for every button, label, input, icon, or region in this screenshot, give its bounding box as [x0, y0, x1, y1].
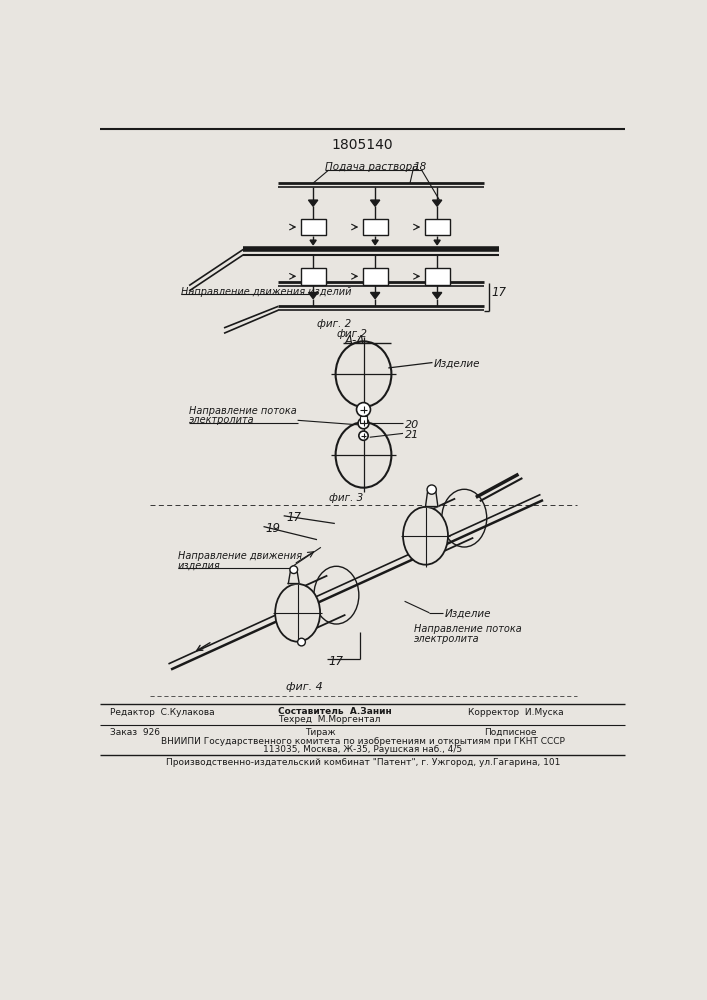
Text: Производственно-издательский комбинат "Патент", г. Ужгород, ул.Гагарина, 101: Производственно-издательский комбинат "П… — [165, 758, 560, 767]
Polygon shape — [426, 490, 438, 507]
Bar — [360, 416, 368, 423]
Circle shape — [298, 638, 305, 646]
Text: Тираж: Тираж — [305, 728, 337, 737]
Text: 17: 17 — [329, 655, 344, 668]
Text: 21: 21 — [404, 430, 419, 440]
Text: Редактор  С.Кулакова: Редактор С.Кулакова — [110, 708, 215, 717]
Text: ВНИИПИ Государственного комитета по изобретениям и открытиям при ГКНТ СССР: ВНИИПИ Государственного комитета по изоб… — [160, 737, 565, 746]
Text: 17: 17 — [286, 511, 301, 524]
Circle shape — [427, 485, 436, 494]
Text: изделия: изделия — [177, 560, 221, 570]
Text: 18: 18 — [414, 162, 427, 172]
Polygon shape — [434, 240, 440, 245]
Text: фиг. 3: фиг. 3 — [329, 493, 363, 503]
Bar — [300, 268, 325, 285]
Circle shape — [290, 566, 298, 574]
Text: Направление движения: Направление движения — [177, 551, 302, 561]
Polygon shape — [288, 570, 299, 584]
Ellipse shape — [403, 507, 448, 565]
Polygon shape — [308, 200, 317, 206]
Polygon shape — [372, 240, 378, 245]
Text: электролита: электролита — [189, 415, 255, 425]
Bar — [300, 219, 325, 235]
Text: фиг. 4: фиг. 4 — [286, 682, 323, 692]
Polygon shape — [370, 292, 380, 299]
Polygon shape — [310, 240, 316, 245]
Text: фиг. 2: фиг. 2 — [317, 319, 351, 329]
Bar — [425, 219, 450, 235]
Circle shape — [356, 403, 370, 416]
Polygon shape — [370, 200, 380, 206]
Text: Направление потока: Направление потока — [414, 624, 522, 634]
Text: Подписное: Подписное — [484, 728, 536, 737]
Bar — [425, 268, 450, 285]
Text: фиг.2: фиг.2 — [337, 329, 368, 339]
Text: Подача раствора: Подача раствора — [325, 162, 419, 172]
Polygon shape — [433, 292, 442, 299]
Text: 19: 19 — [265, 522, 280, 535]
Text: Составитель  А.Занин: Составитель А.Занин — [279, 707, 392, 716]
Polygon shape — [433, 200, 442, 206]
Bar — [363, 219, 387, 235]
Text: электролита: электролита — [414, 634, 479, 644]
Circle shape — [359, 431, 368, 440]
Circle shape — [358, 418, 369, 429]
Bar — [363, 268, 387, 285]
Text: 20: 20 — [404, 420, 419, 430]
Text: Направление потока: Направление потока — [189, 406, 297, 416]
Ellipse shape — [275, 584, 320, 642]
Text: Направление движения изделий: Направление движения изделий — [182, 287, 352, 297]
Text: Изделие: Изделие — [445, 609, 491, 619]
Text: Заказ  926: Заказ 926 — [110, 728, 160, 737]
Text: 1805140: 1805140 — [332, 138, 394, 152]
Text: Техред  М.Моргентал: Техред М.Моргентал — [279, 715, 381, 724]
Text: Корректор  И.Муска: Корректор И.Муска — [468, 708, 563, 717]
Text: Изделие: Изделие — [433, 359, 480, 369]
Text: А-А: А-А — [344, 334, 364, 347]
Polygon shape — [308, 292, 317, 299]
Text: 17: 17 — [491, 286, 506, 299]
Text: 113035, Москва, Ж-35, Раушская наб., 4/5: 113035, Москва, Ж-35, Раушская наб., 4/5 — [263, 745, 462, 754]
